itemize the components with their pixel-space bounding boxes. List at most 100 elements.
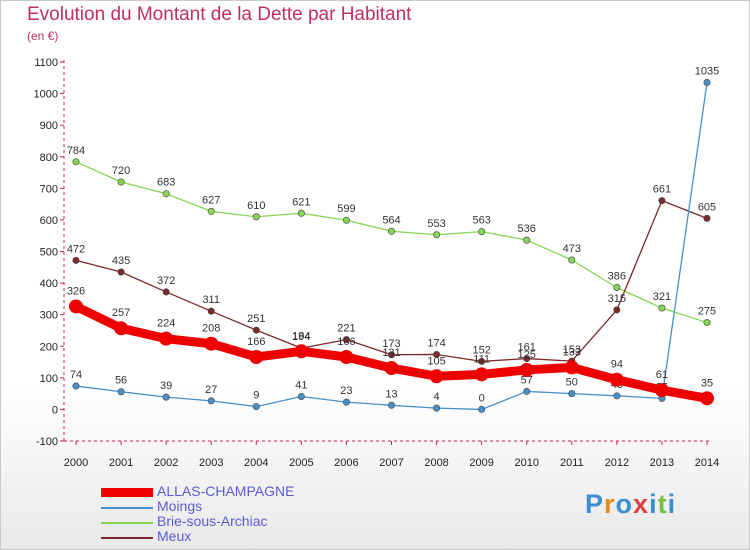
data-point-brie-sous-archiac <box>613 284 621 292</box>
data-label-meux: 605 <box>698 201 716 213</box>
data-point-meux <box>342 336 350 344</box>
data-label-brie-sous-archiac: 563 <box>472 215 490 227</box>
logo-letter: P <box>585 489 605 519</box>
data-label-meux: 153 <box>563 344 581 356</box>
data-label-meux: 372 <box>157 275 175 287</box>
x-tick-label: 2009 <box>469 457 493 469</box>
legend-label-brie-sous-archiac: Brie-sous-Archiac <box>157 513 268 529</box>
x-tick-label: 2006 <box>334 457 358 469</box>
y-tick-label: 1000 <box>34 89 58 101</box>
data-label-allas-champagne: 208 <box>202 323 220 335</box>
y-tick-label: 100 <box>40 373 58 385</box>
data-point-moings <box>613 392 621 400</box>
legend-label-allas-champagne: ALLAS-CHAMPAGNE <box>157 483 295 499</box>
y-tick-label: 0 <box>52 404 58 416</box>
logo-letter: t <box>657 489 668 519</box>
data-label-moings: 1035 <box>695 66 719 78</box>
data-label-allas-champagne: 224 <box>157 318 175 330</box>
data-label-moings: 39 <box>160 380 172 392</box>
data-point-allas-champagne <box>204 336 219 351</box>
data-point-brie-sous-archiac <box>658 304 666 312</box>
data-label-allas-champagne: 105 <box>427 355 445 367</box>
data-point-moings <box>568 390 576 398</box>
data-label-brie-sous-archiac: 610 <box>247 200 265 212</box>
data-point-moings <box>703 79 711 87</box>
data-point-moings <box>387 401 395 409</box>
y-tick-label: 500 <box>40 247 58 259</box>
logo-letter: o <box>615 489 634 519</box>
data-label-allas-champagne: 35 <box>701 377 713 389</box>
data-label-brie-sous-archiac: 386 <box>608 271 626 283</box>
legend-label-meux: Meux <box>157 528 192 544</box>
data-point-meux <box>207 307 215 315</box>
x-tick-label: 2002 <box>154 457 178 469</box>
data-point-brie-sous-archiac <box>523 236 531 244</box>
x-tick-label: 2011 <box>560 457 584 469</box>
data-label-brie-sous-archiac: 553 <box>427 218 445 230</box>
data-label-brie-sous-archiac: 321 <box>653 291 671 303</box>
data-label-allas-champagne: 184 <box>292 330 310 342</box>
data-label-meux: 221 <box>337 323 355 335</box>
data-label-brie-sous-archiac: 275 <box>698 306 716 318</box>
data-point-brie-sous-archiac <box>252 213 260 221</box>
data-point-moings <box>162 393 170 401</box>
data-point-allas-champagne <box>564 360 579 375</box>
data-label-brie-sous-archiac: 564 <box>382 214 400 226</box>
data-label-allas-champagne: 111 <box>473 353 490 365</box>
data-point-moings <box>297 392 305 400</box>
y-tick-label: 400 <box>40 278 58 290</box>
data-label-moings: 23 <box>340 385 352 397</box>
data-label-moings: 4 <box>434 391 440 403</box>
data-point-meux <box>703 214 711 222</box>
legend-label-moings: Moings <box>157 498 203 514</box>
y-tick-label: 900 <box>40 120 58 132</box>
data-label-meux: 194 <box>292 331 310 343</box>
legend-swatch-moings <box>101 507 153 509</box>
logo-letter: x <box>633 489 650 519</box>
y-tick-label: 200 <box>40 341 58 353</box>
data-point-brie-sous-archiac <box>207 207 215 215</box>
data-point-allas-champagne <box>249 349 264 364</box>
data-point-allas-champagne <box>474 367 489 382</box>
data-label-meux: 173 <box>382 338 400 350</box>
data-label-moings: 50 <box>566 377 578 389</box>
data-point-brie-sous-archiac <box>387 227 395 235</box>
data-label-brie-sous-archiac: 599 <box>337 203 355 215</box>
data-point-allas-champagne <box>429 369 444 384</box>
data-point-allas-champagne <box>69 299 83 314</box>
data-point-allas-champagne <box>159 331 174 346</box>
logo-letter: i <box>667 489 677 519</box>
data-label-brie-sous-archiac: 536 <box>518 223 536 235</box>
x-tick-label: 2001 <box>109 457 133 469</box>
data-label-meux: 251 <box>247 313 265 325</box>
x-tick-label: 2000 <box>64 457 88 469</box>
chart-title: Evolution du Montant de la Dette par Hab… <box>27 4 412 25</box>
data-label-allas-champagne: 133 <box>563 346 581 358</box>
data-label-moings: 13 <box>385 388 397 400</box>
data-label-allas-champagne: 166 <box>337 336 355 348</box>
data-point-allas-champagne <box>609 372 624 387</box>
data-point-brie-sous-archiac <box>162 190 170 198</box>
x-tick-label: 2007 <box>379 457 403 469</box>
data-point-meux <box>117 268 125 276</box>
logo-letter: i <box>649 489 658 519</box>
data-label-moings: 74 <box>70 369 82 381</box>
data-label-brie-sous-archiac: 627 <box>202 194 220 206</box>
data-point-brie-sous-archiac <box>433 231 441 239</box>
data-label-meux: 315 <box>608 293 626 305</box>
data-point-allas-champagne <box>339 349 354 364</box>
data-label-meux: 472 <box>67 243 85 255</box>
data-point-allas-champagne <box>114 321 129 336</box>
data-point-meux <box>387 351 395 359</box>
data-label-meux: 435 <box>112 255 130 267</box>
y-tick-label: 300 <box>40 310 58 322</box>
data-point-moings <box>433 404 441 412</box>
y-tick-label: -100 <box>36 436 58 448</box>
data-label-allas-champagne: 94 <box>611 359 623 371</box>
data-point-brie-sous-archiac <box>478 228 486 236</box>
y-tick-label: 600 <box>40 215 58 227</box>
data-point-allas-champagne <box>654 383 669 398</box>
data-point-allas-champagne <box>519 362 534 377</box>
